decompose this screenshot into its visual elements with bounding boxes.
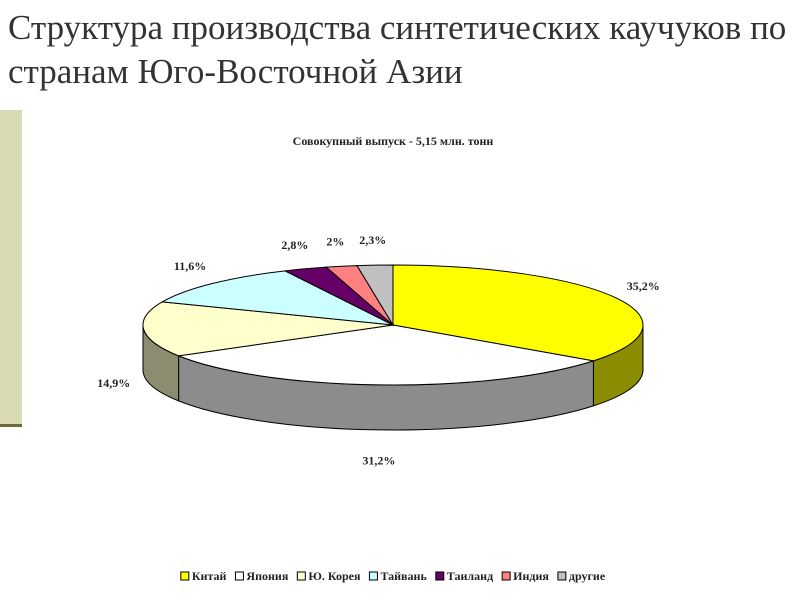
data-label: 2,3%	[359, 233, 386, 247]
data-label: 31,2%	[362, 454, 395, 468]
legend-swatch	[180, 571, 190, 581]
pie-slice	[142, 301, 394, 357]
legend-swatch	[557, 571, 567, 581]
pie-slice	[160, 270, 394, 326]
pie-slice	[392, 264, 644, 362]
legend-swatch	[435, 571, 445, 581]
legend-label: Индия	[513, 569, 549, 583]
legend-label: Япония	[246, 569, 288, 583]
legend-label: другие	[569, 569, 606, 583]
legend: Китай Япония Ю. Корея Тайвань Таиланд Индия др…	[180, 569, 606, 583]
data-label: 14,9%	[97, 376, 130, 390]
decor-line	[0, 424, 22, 427]
legend-label: Ю. Корея	[308, 569, 361, 583]
decor-bar	[0, 110, 22, 425]
pie-slice	[356, 264, 394, 327]
data-label: 11,6%	[174, 259, 206, 273]
legend-swatch	[368, 571, 378, 581]
legend-swatch	[234, 571, 244, 581]
legend-label: Китай	[192, 569, 227, 583]
data-label: 35,2%	[627, 279, 660, 293]
data-label: 2,8%	[281, 238, 308, 252]
slide-title: Структура производства синтетических кау…	[8, 8, 787, 91]
legend-label: Таиланд	[447, 569, 493, 583]
chart-title: Совокупный выпуск - 5,15 млн. тонн	[293, 134, 494, 148]
legend-swatch	[501, 571, 511, 581]
legend-label: Тайвань	[380, 569, 427, 583]
data-label: 2%	[326, 235, 344, 249]
legend-swatch	[296, 571, 306, 581]
pie-slice	[176, 324, 594, 386]
